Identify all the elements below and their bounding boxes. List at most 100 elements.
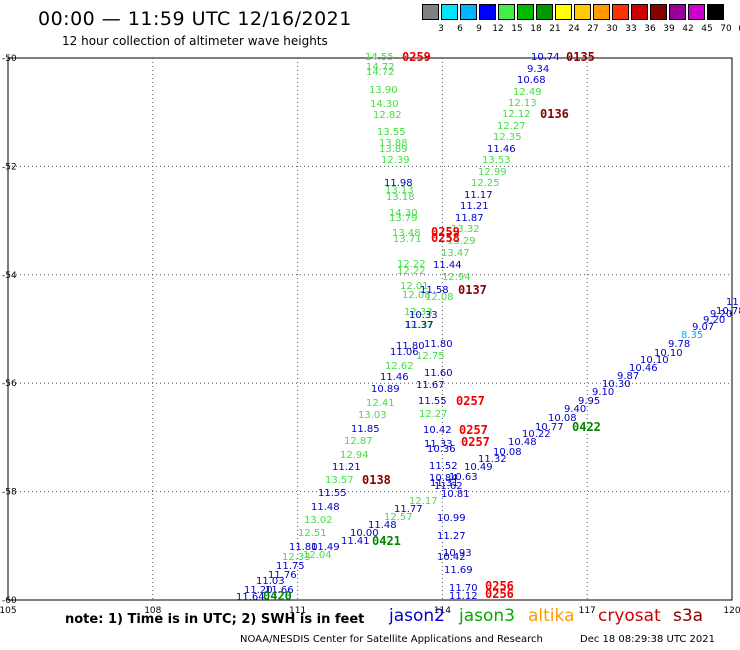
wave-height-label: 13.79 xyxy=(389,213,418,224)
wave-height-label: 14.72 xyxy=(366,67,395,78)
wave-height-label: 12.08 xyxy=(425,292,454,303)
legend-tick: 18 xyxy=(530,24,542,34)
legend-swatch xyxy=(707,4,724,20)
wave-height-label: 10.84 xyxy=(429,473,458,484)
legend-swatch xyxy=(498,4,515,20)
wave-height-label: 13.47 xyxy=(441,248,470,259)
y-tick-label: -60 xyxy=(2,596,17,606)
legend-swatch xyxy=(460,4,477,20)
wave-height-label: 11.62 xyxy=(434,481,463,492)
wave-height-label: 11.87 xyxy=(455,213,484,224)
legend-tick: 45 xyxy=(701,24,713,34)
wave-height-label: 11.85 xyxy=(351,424,380,435)
wave-height-label: 10.89 xyxy=(371,384,400,395)
wave-height-label: 11.64 xyxy=(236,592,265,603)
sat-cryosat: cryosat xyxy=(598,606,661,626)
wave-height-label: 12.04 xyxy=(303,550,332,561)
wave-height-label: 12.27 xyxy=(419,409,448,420)
wave-height-label: 11.55 xyxy=(418,396,447,407)
wave-height-label: 11.46 xyxy=(380,372,409,383)
wave-height-label: 12.39 xyxy=(381,155,410,166)
sat-altika: altika xyxy=(528,606,575,626)
wave-height-label: 10.33 xyxy=(409,310,438,321)
legend-swatch xyxy=(422,4,439,20)
wave-height-label: 11.12 xyxy=(449,591,478,602)
wave-height-label: 11.37 xyxy=(405,320,434,331)
y-tick-label: -58 xyxy=(2,488,17,498)
wave-height-label: 13.02 xyxy=(304,515,333,526)
wave-height-label: 11.80 xyxy=(424,339,453,350)
wave-height-label: 10.00 xyxy=(350,528,379,539)
wave-height-label: 13.29 xyxy=(447,236,476,247)
wave-height-label: 8.35 xyxy=(681,330,703,341)
x-tick-label: 117 xyxy=(579,606,596,616)
pass-time-label: 0135 xyxy=(566,50,595,64)
pass-time-label: 0422 xyxy=(572,420,601,434)
legend-swatch xyxy=(688,4,705,20)
legend-tick: 30 xyxy=(606,24,618,34)
wave-height-label: 10.48 xyxy=(508,437,537,448)
sat-jason2: jason2 xyxy=(389,606,445,626)
pass-time-label: 0257 xyxy=(456,394,485,408)
legend-tick: 39 xyxy=(663,24,675,34)
x-tick-label: 114 xyxy=(434,606,451,616)
wave-height-label: 11.17 xyxy=(464,190,493,201)
wave-height-label: 11.33 xyxy=(424,439,453,450)
wave-height-label: 12.12 xyxy=(502,109,531,120)
wave-height-label: 11.76 xyxy=(268,570,297,581)
x-tick-label: 105 xyxy=(0,606,17,616)
wave-height-label: 10.46 xyxy=(629,363,658,374)
wave-height-label: 10.30 xyxy=(602,379,631,390)
wave-height-label: 13.55 xyxy=(377,127,406,138)
legend-tick: (ft) xyxy=(733,24,740,34)
legend-tick: 3 xyxy=(438,24,444,34)
y-tick-label: -50 xyxy=(2,54,17,64)
wave-height-label: 14.30 xyxy=(389,208,418,219)
wave-height-label: 11.55 xyxy=(318,488,347,499)
note-text: note: 1) Time is in UTC; 2) SWH is in fe… xyxy=(65,612,365,627)
wave-height-label: 12.13 xyxy=(508,98,537,109)
wave-height-label: 11.46 xyxy=(487,144,516,155)
wave-height-label: 13.03 xyxy=(358,410,387,421)
wave-height-label: 11.70 xyxy=(449,583,478,594)
wave-height-label: 10.08 xyxy=(493,447,522,458)
wave-height-label: 11.06 xyxy=(390,347,419,358)
wave-height-label: 12.99 xyxy=(478,167,507,178)
wave-height-label: 11.41 xyxy=(341,536,370,547)
wave-height-label: 10.36 xyxy=(427,444,456,455)
pass-time-label: 0259 xyxy=(402,50,431,64)
wave-height-label: 12.17 xyxy=(409,496,438,507)
timestamp: Dec 18 08:29:38 UTC 2021 xyxy=(580,634,715,645)
wave-height-label: 9.20 xyxy=(710,309,732,320)
wave-height-label: 10.42 xyxy=(423,425,452,436)
wave-height-label: 12.94 xyxy=(340,450,369,461)
legend-tick: 36 xyxy=(644,24,656,34)
y-tick-label: -54 xyxy=(2,271,17,281)
wave-height-label: 12.57 xyxy=(384,512,413,523)
x-tick-label: 111 xyxy=(289,606,306,616)
wave-height-label: 12.49 xyxy=(513,87,542,98)
wave-height-label: 10.99 xyxy=(437,513,466,524)
wave-height-label: 14.72 xyxy=(366,62,395,73)
wave-height-label: 11.77 xyxy=(394,504,423,515)
wave-height-label: 12.51 xyxy=(298,528,327,539)
legend-tick: 27 xyxy=(587,24,599,34)
wave-height-label: 12.37 xyxy=(404,320,433,331)
wave-height-label: 9.78 xyxy=(668,339,690,350)
wave-height-label: 11.52 xyxy=(429,461,458,472)
sat-s3a: s3a xyxy=(673,606,704,626)
wave-height-label: 11.69 xyxy=(444,565,473,576)
wave-height-label: 12.75 xyxy=(416,351,445,362)
legend-tick: 12 xyxy=(492,24,504,34)
wave-height-label: 12.08 xyxy=(402,290,431,301)
pass-time-label: 0257 xyxy=(459,423,488,437)
legend-tick: 21 xyxy=(549,24,561,34)
wave-height-label: 10.78 xyxy=(716,306,740,317)
wave-height-label: 13.57 xyxy=(325,475,354,486)
pass-time-label: 0136 xyxy=(540,107,569,121)
legend-tick: 6 xyxy=(457,24,463,34)
y-tick-label: -52 xyxy=(2,162,17,172)
wave-height-label: 12.82 xyxy=(373,110,402,121)
